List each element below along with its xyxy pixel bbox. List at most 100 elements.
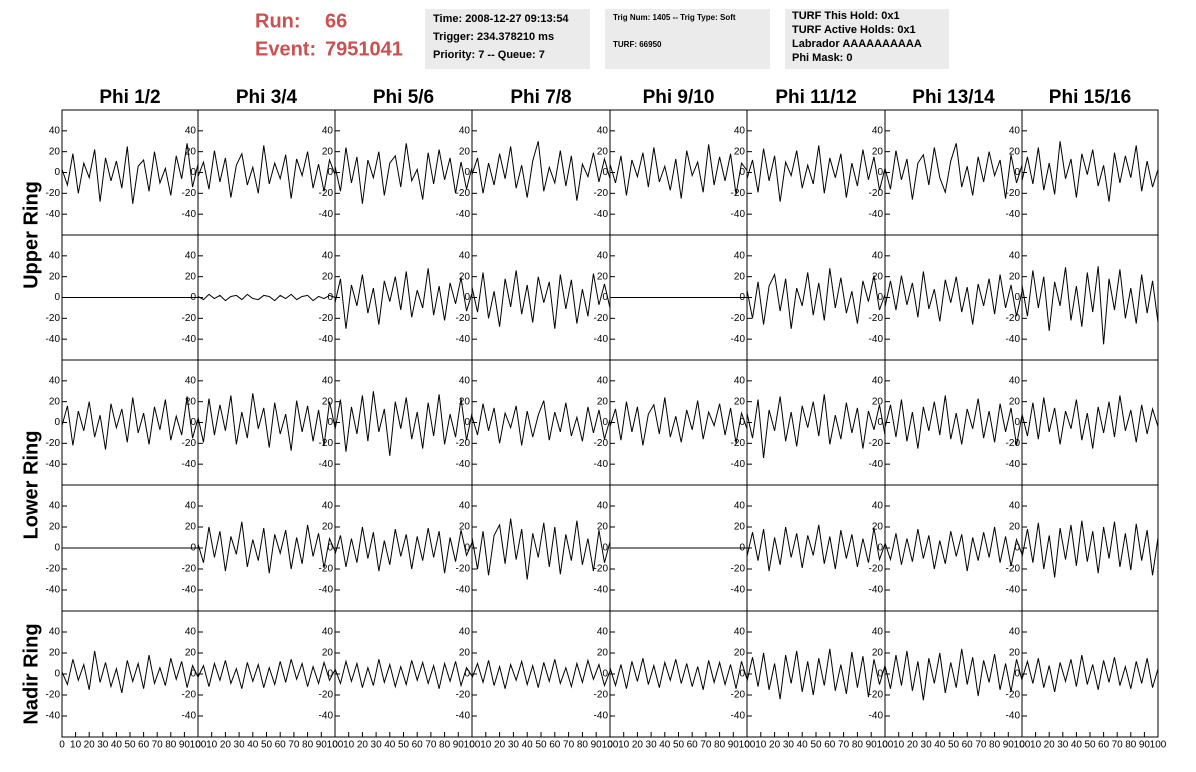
waveform	[197, 145, 336, 199]
y-tick-label: -20	[594, 188, 609, 199]
y-tick-label: 0	[54, 292, 60, 303]
x-tick-label: 50	[810, 740, 822, 751]
y-tick-label: 40	[322, 250, 334, 261]
x-tick-label: 80	[302, 740, 314, 751]
y-tick-label: 0	[327, 417, 333, 428]
y-tick-label: -40	[46, 585, 61, 596]
y-tick-label: -40	[182, 334, 197, 345]
x-tick-label: 30	[97, 740, 109, 751]
x-tick-label: 20	[84, 740, 96, 751]
x-tick-label: 40	[111, 740, 123, 751]
y-tick-label: 20	[322, 522, 334, 533]
y-tick-label: -20	[319, 564, 334, 575]
panel-frame	[334, 484, 473, 612]
y-tick-label: -20	[869, 564, 884, 575]
waveform	[197, 659, 336, 689]
y-tick-label: 20	[185, 146, 197, 157]
y-tick-label: 40	[872, 375, 884, 386]
x-tick-label: 10	[1030, 740, 1042, 751]
y-tick-label: 0	[54, 543, 60, 554]
waveform	[471, 270, 611, 329]
panel-frame	[471, 359, 611, 486]
y-tick-label: 0	[739, 167, 745, 178]
y-tick-label: 20	[872, 648, 884, 659]
y-tick-label: -40	[182, 585, 197, 596]
y-tick-label: 20	[1009, 648, 1021, 659]
x-tick-label: 60	[687, 740, 699, 751]
run-number: 66	[325, 10, 347, 32]
y-tick-label: -20	[182, 313, 197, 324]
x-tick-label: 40	[659, 740, 671, 751]
y-tick-label: 20	[322, 396, 334, 407]
y-tick-label: 20	[1009, 146, 1021, 157]
x-tick-label: 40	[384, 740, 396, 751]
x-tick-label: 60	[549, 740, 561, 751]
x-tick-label: 80	[439, 740, 451, 751]
y-tick-label: 0	[739, 669, 745, 680]
y-tick-label: -20	[456, 690, 471, 701]
x-tick-label: 50	[1084, 740, 1096, 751]
y-tick-label: -40	[731, 334, 746, 345]
y-tick-label: -40	[869, 711, 884, 722]
x-tick-label: 80	[714, 740, 726, 751]
y-tick-label: -20	[731, 313, 746, 324]
info-line: Trig Num: 1405 -- Trig Type: Soft	[613, 13, 736, 22]
y-tick-label: -40	[46, 209, 61, 220]
y-tick-label: 0	[739, 543, 745, 554]
y-tick-label: -40	[731, 459, 746, 470]
y-tick-label: 0	[190, 543, 196, 554]
x-tick-label: 0	[332, 740, 338, 751]
x-tick-label: 50	[398, 740, 410, 751]
info-line: Labrador AAAAAAAAAA	[792, 38, 922, 50]
y-tick-label: 0	[1014, 167, 1020, 178]
y-tick-label: -20	[869, 690, 884, 701]
y-tick-label: -20	[182, 690, 197, 701]
y-tick-label: 40	[459, 250, 471, 261]
waveform	[1021, 141, 1159, 202]
panel-frame	[746, 484, 886, 612]
column-header: Phi 1/2	[99, 87, 160, 108]
y-tick-label: 40	[459, 627, 471, 638]
x-tick-label: 50	[673, 740, 685, 751]
y-tick-label: 20	[185, 522, 197, 533]
x-tick-label: 60	[138, 740, 150, 751]
y-tick-label: 0	[877, 292, 883, 303]
waveform	[197, 393, 336, 451]
x-tick-label: 90	[453, 740, 465, 751]
y-tick-label: 40	[185, 627, 197, 638]
y-tick-label: 20	[1009, 396, 1021, 407]
y-tick-label: 40	[597, 627, 609, 638]
y-tick-label: -20	[182, 438, 197, 449]
y-tick-label: 20	[597, 396, 609, 407]
column-header: Phi 9/10	[643, 87, 715, 108]
x-tick-label: 100	[1014, 740, 1031, 751]
y-tick-label: -40	[1006, 459, 1021, 470]
y-tick-label: 40	[49, 501, 61, 512]
waveform	[1021, 655, 1159, 692]
x-tick-label: 90	[728, 740, 740, 751]
panel-frame	[334, 109, 473, 236]
x-tick-label: 50	[535, 740, 547, 751]
x-tick-label: 90	[1139, 740, 1151, 751]
panel-frame	[197, 359, 336, 486]
waveform	[1021, 395, 1159, 449]
y-tick-label: -40	[869, 459, 884, 470]
y-tick-label: 0	[602, 292, 608, 303]
waveform	[334, 526, 473, 574]
x-tick-label: 20	[632, 740, 644, 751]
y-tick-label: -40	[594, 585, 609, 596]
info-line: Phi Mask: 0	[792, 52, 853, 64]
y-tick-label: -40	[1006, 209, 1021, 220]
y-tick-label: -20	[731, 438, 746, 449]
y-tick-label: 20	[872, 271, 884, 282]
y-tick-label: 0	[602, 417, 608, 428]
y-tick-label: 20	[49, 648, 61, 659]
y-tick-label: 0	[602, 543, 608, 554]
y-tick-label: 40	[597, 250, 609, 261]
y-tick-label: 20	[872, 396, 884, 407]
waveform	[471, 658, 611, 689]
x-tick-label: 90	[316, 740, 328, 751]
y-tick-label: 20	[459, 648, 471, 659]
x-tick-label: 90	[1003, 740, 1015, 751]
x-tick-label: 70	[700, 740, 712, 751]
